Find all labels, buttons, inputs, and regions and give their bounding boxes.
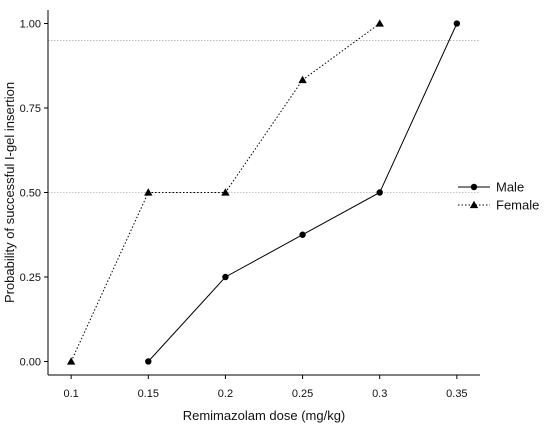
- y-tick-label: 0.25: [20, 272, 41, 284]
- y-axis-title: Probability of successful I-gel insertio…: [2, 82, 17, 303]
- x-tick-label: 0.35: [446, 388, 467, 400]
- legend: Male Female: [458, 180, 539, 213]
- series-male: [145, 20, 461, 365]
- legend-label: Male: [496, 180, 524, 195]
- legend-item-male: Male: [458, 180, 524, 195]
- legend-marker: [469, 200, 479, 209]
- y-tick-label: 0.75: [20, 103, 41, 115]
- data-point: [453, 20, 461, 27]
- data-point: [298, 75, 307, 84]
- axes: 0.00 0.25 0.50 0.75 1.00 0.1 0.15 0.2 0.25 0.3 0.3…: [20, 10, 480, 400]
- data-point: [221, 188, 230, 196]
- series-female: [66, 19, 384, 365]
- x-tick-label: 0.15: [138, 388, 159, 400]
- x-tick-label: 0.25: [292, 388, 313, 400]
- data-point: [376, 189, 383, 196]
- reference-lines: [48, 40, 480, 193]
- x-axis-title: Remimazolam dose (mg/kg): [183, 408, 346, 423]
- data-point: [222, 273, 229, 281]
- legend-item-female: Female: [458, 198, 539, 213]
- legend-marker: [470, 183, 478, 191]
- x-tick-label: 0.2: [218, 388, 233, 400]
- data-point: [66, 357, 76, 365]
- y-tick-label: 0.50: [20, 188, 41, 200]
- data-point: [145, 358, 152, 365]
- data-point: [144, 188, 153, 196]
- x-tick-label: 0.1: [63, 388, 78, 400]
- data-point: [375, 19, 384, 27]
- x-tick-label: 0.3: [372, 388, 387, 400]
- series-layer: [66, 19, 461, 365]
- legend-label: Female: [496, 198, 539, 213]
- y-tick-label: 1.00: [20, 19, 41, 31]
- data-point: [299, 231, 306, 238]
- y-tick-label: 0.00: [20, 356, 41, 368]
